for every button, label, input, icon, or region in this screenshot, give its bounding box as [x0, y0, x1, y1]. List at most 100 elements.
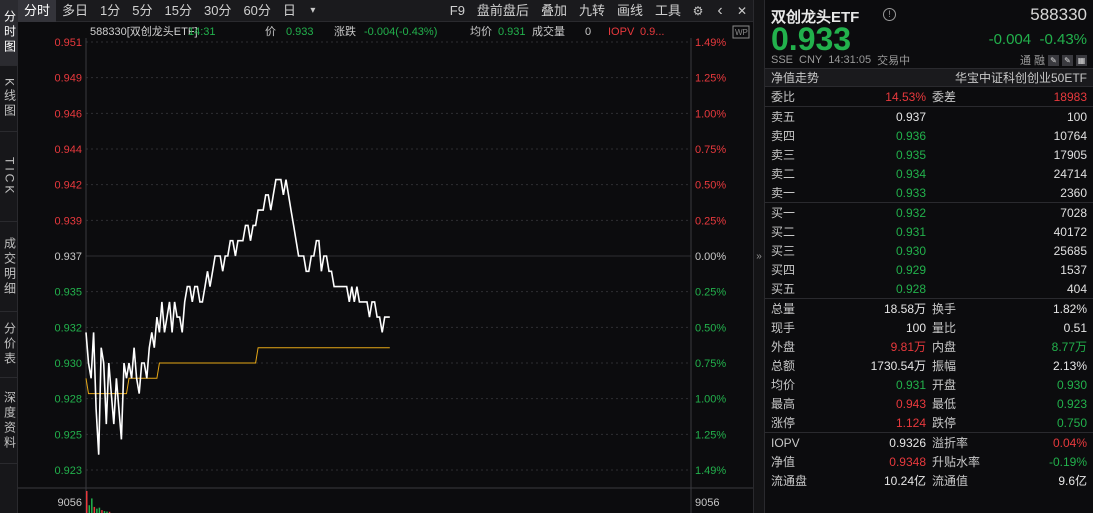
- y-tick-right: 0.75%: [695, 358, 726, 370]
- weibi-row: 委比 14.53% 委差 18983: [765, 87, 1093, 106]
- chart-header-chg_label: 涨跌: [334, 24, 356, 38]
- plot-background: [86, 22, 691, 513]
- volume-bar: [86, 491, 88, 513]
- y-tick-right: 0.25%: [695, 287, 726, 299]
- stats-row: 最高 0.943 最低 0.923: [765, 394, 1093, 413]
- ask-price: 0.936: [895, 128, 926, 143]
- left-tab-4[interactable]: 分价表: [0, 312, 18, 378]
- gear-icon[interactable]: ⚙: [692, 3, 704, 18]
- y-tick-left: 0.930: [54, 358, 82, 370]
- close-icon[interactable]: ✕: [736, 3, 748, 18]
- bid-volume: 404: [1066, 281, 1087, 296]
- period-tab-0[interactable]: 分时: [18, 0, 57, 22]
- chart-header-price_label: 价: [265, 25, 276, 38]
- stats-label: 最低: [932, 397, 957, 411]
- left-tab-1[interactable]: K线图: [0, 66, 18, 132]
- ask-label: 卖一: [771, 186, 796, 200]
- bid-price: 0.930: [895, 243, 926, 258]
- volume-bar: [88, 505, 91, 513]
- intraday-chart[interactable]: 588330[双创龙头ETF] 14:31 价 0.933 涨跌 -0.004(-0.43…: [18, 22, 753, 513]
- back-icon[interactable]: ‹: [717, 1, 723, 19]
- stats-value: 9.81万: [890, 340, 926, 354]
- ask-volume: 2360: [1060, 185, 1087, 200]
- stats-label: 量比: [932, 321, 957, 335]
- stats-value: 0.923: [1056, 396, 1087, 411]
- extra-label: IOPV: [771, 435, 800, 450]
- stats-label: 总额: [771, 359, 796, 373]
- ask-row: 卖二 0.934 24714: [765, 164, 1093, 183]
- y-tick-left: 0.937: [54, 251, 82, 263]
- chart-header-chg: -0.004(-0.43%): [364, 26, 437, 38]
- stats-row: 总量 18.58万 换手 1.82%: [765, 299, 1093, 318]
- ask-book: 卖五 0.937 100 卖四 0.936 10764 卖三 0.935 17905 卖二 0.93…: [765, 107, 1093, 202]
- period-tab-5[interactable]: 30分: [203, 2, 232, 18]
- ask-label: 卖五: [771, 110, 796, 124]
- volume-axis-label-left: 9056: [58, 497, 82, 509]
- extra-value: -0.19%: [1048, 454, 1087, 469]
- quote-subline: SSE CNY 14:31:05 交易中 通 融 ✎ ✎ ▦: [765, 52, 1093, 68]
- info-icon[interactable]: !: [883, 8, 896, 21]
- stats-label: 现手: [771, 321, 796, 335]
- edit-icon[interactable]: ✎: [1048, 54, 1059, 66]
- chart-header-iopv_label: IOPV: [608, 26, 635, 38]
- period-tab-4[interactable]: 15分: [164, 2, 192, 18]
- y-tick-right: 1.25%: [695, 73, 726, 85]
- quote-time: 14:31:05: [828, 54, 872, 66]
- bid-price: 0.929: [895, 262, 926, 277]
- ask-price: 0.933: [895, 185, 926, 200]
- y-tick-right: 1.00%: [695, 394, 726, 406]
- caret-down-icon[interactable]: ▾: [310, 5, 316, 16]
- tool-button-3[interactable]: 九转: [578, 2, 605, 18]
- stats-label: 最高: [771, 397, 796, 411]
- y-tick-right: 1.49%: [695, 37, 726, 49]
- volume-bar: [101, 510, 103, 513]
- period-tab-7[interactable]: 日: [282, 2, 296, 18]
- edit-icon[interactable]: ✎: [1062, 54, 1073, 66]
- weicha-value: 18983: [1053, 89, 1087, 104]
- y-tick-right: 0.50%: [695, 322, 726, 334]
- stats-label: 外盘: [771, 340, 796, 354]
- currency-label: CNY: [799, 54, 823, 66]
- stats-label: 振幅: [932, 359, 957, 373]
- tool-button-4[interactable]: 画线: [616, 2, 643, 18]
- period-tab-6[interactable]: 60分: [243, 2, 271, 18]
- left-tab-3[interactable]: 成交明细: [0, 222, 18, 312]
- tool-button-0[interactable]: F9: [449, 2, 465, 18]
- y-tick-right: 0.00%: [695, 251, 726, 263]
- left-tab-2[interactable]: TICK: [0, 132, 18, 222]
- volume-bar: [93, 506, 96, 513]
- stats-row: 涨停 1.124 跌停 0.750: [765, 413, 1093, 432]
- stats-value: 1.82%: [1052, 301, 1087, 316]
- nav-trend-row[interactable]: 净值走势 华宝中证科创创业50ETF: [765, 68, 1093, 87]
- nav-trend-label[interactable]: 净值走势: [771, 71, 820, 85]
- y-tick-left: 0.923: [54, 465, 82, 477]
- period-tab-3[interactable]: 5分: [132, 2, 153, 18]
- weibi-value: 14.53%: [885, 89, 926, 104]
- chart-header-iopv: 0.9...: [640, 26, 664, 38]
- tool-button-2[interactable]: 叠加: [540, 2, 567, 18]
- ask-price: 0.934: [895, 166, 926, 181]
- y-tick-left: 0.932: [54, 322, 82, 334]
- tool-button-1[interactable]: 盘前盘后: [476, 2, 529, 18]
- left-tab-bar: 分时图 K线图 TICK 成交明细 分价表 深度资料: [0, 0, 18, 513]
- y-tick-left: 0.949: [54, 73, 82, 85]
- stats-label: 开盘: [932, 378, 957, 392]
- left-tab-0[interactable]: 分时图: [0, 0, 18, 66]
- bid-row: 买一 0.932 7028: [765, 203, 1093, 222]
- stats-value: 0.931: [895, 377, 926, 392]
- security-code: 588330: [1030, 5, 1087, 24]
- period-tab-2[interactable]: 1分: [100, 2, 121, 18]
- y-tick-left: 0.935: [54, 287, 82, 299]
- stats-label: 涨停: [771, 416, 796, 430]
- ask-price: 0.935: [895, 147, 926, 162]
- extra-row: 净值 0.9348 升贴水率 -0.19%: [765, 452, 1093, 471]
- tool-button-5[interactable]: 工具: [654, 2, 681, 18]
- intraday-chart-svg[interactable]: 588330[双创龙头ETF]14:31 价 0.933 涨跌 -0.004(-0.43…: [18, 22, 753, 513]
- period-tab-1[interactable]: 多日: [62, 2, 89, 18]
- left-tab-5[interactable]: 深度资料: [0, 378, 18, 464]
- panel-collapse-handle[interactable]: »: [753, 0, 764, 513]
- extra-value: 10.24亿: [883, 474, 926, 488]
- volume-bar: [96, 508, 98, 513]
- stats-label: 总量: [771, 302, 796, 316]
- grid-icon[interactable]: ▦: [1076, 54, 1087, 66]
